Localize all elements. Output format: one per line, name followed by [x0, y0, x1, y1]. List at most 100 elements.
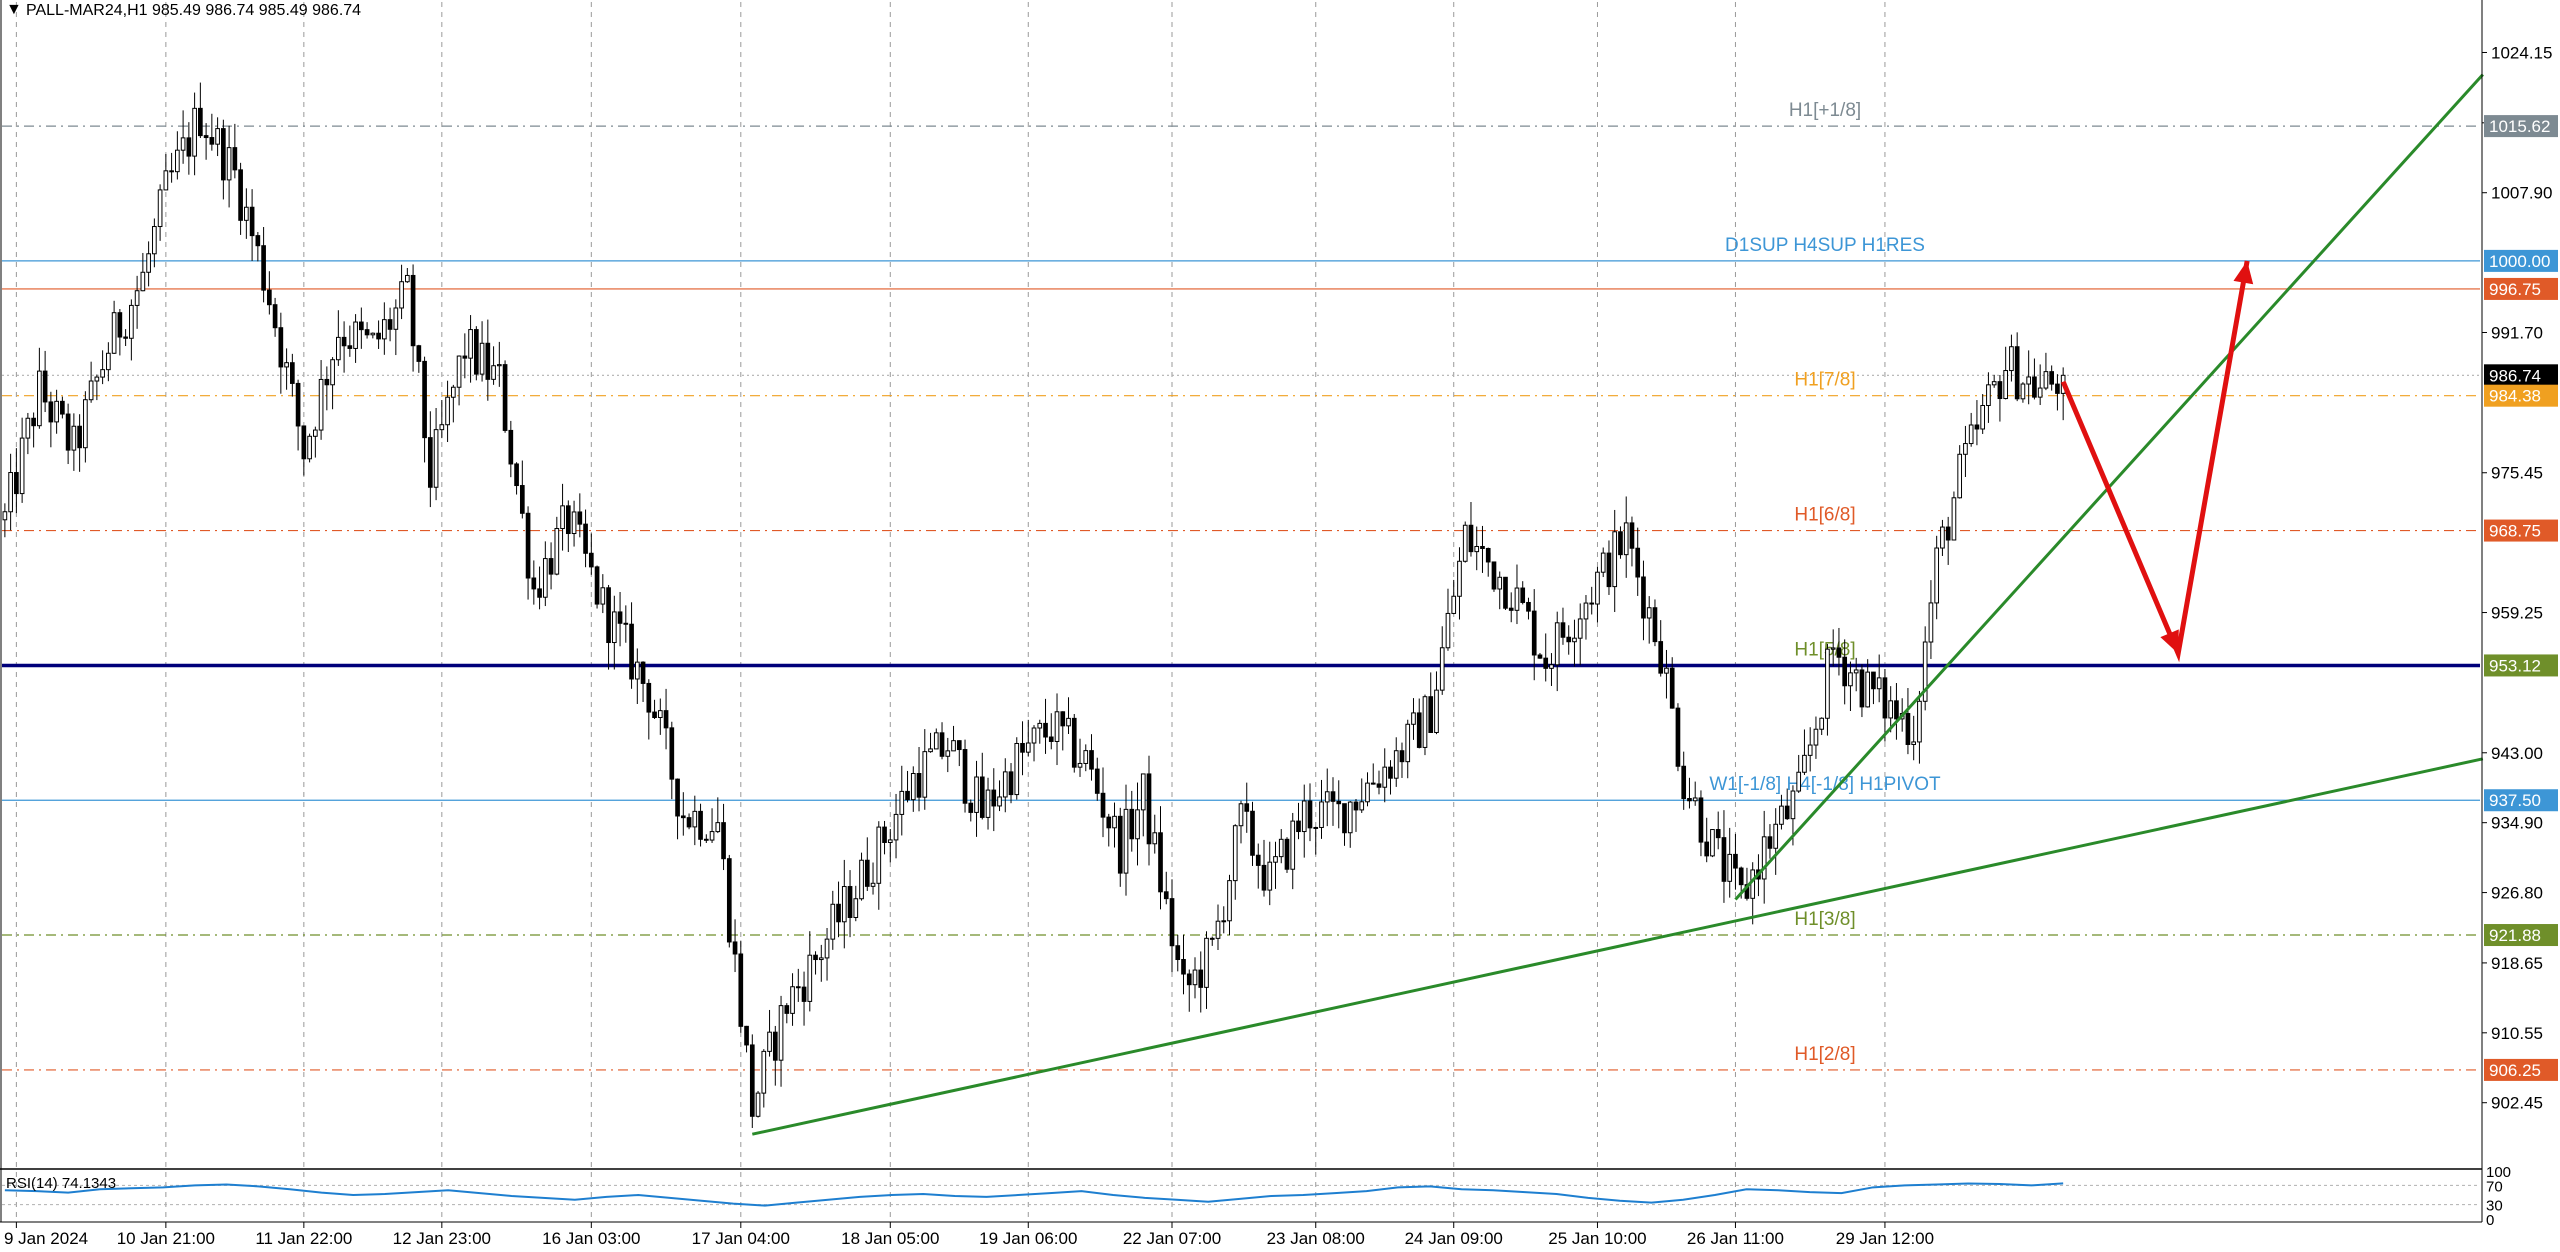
- candle-body: [192, 107, 197, 157]
- candle-body: [899, 790, 905, 815]
- candle-body: [1888, 700, 1894, 719]
- candle-body: [157, 189, 163, 228]
- candle-body: [652, 711, 657, 719]
- candle-body: [1669, 667, 1675, 709]
- candle-body: [1986, 384, 1991, 407]
- candle-body: [1284, 838, 1290, 870]
- candle-body: [893, 813, 899, 841]
- candle-body: [1905, 713, 1911, 745]
- candle-body: [1589, 602, 1595, 605]
- candle-body: [594, 566, 600, 605]
- price-tag: [2484, 115, 2558, 138]
- candle-body: [910, 773, 916, 801]
- time-tick-label: 29 Jan 12:00: [1836, 1229, 1934, 1248]
- time-tick-label: 26 Jan 11:00: [1687, 1229, 1784, 1248]
- candle-body: [583, 523, 588, 554]
- collapse-triangle-icon[interactable]: ▼: [6, 1, 22, 18]
- candle-body: [479, 342, 485, 375]
- candle-body: [330, 359, 335, 386]
- candle-body: [1807, 744, 1813, 756]
- candle-body: [1031, 727, 1037, 744]
- price-tag-label: 986.74: [2489, 366, 2541, 385]
- candle-body: [1428, 696, 1434, 733]
- arrow-up-icon: [2233, 260, 2254, 285]
- candle-body: [623, 622, 629, 625]
- candle-body: [755, 1092, 761, 1117]
- candle-body: [295, 382, 301, 427]
- candle-body: [933, 732, 939, 750]
- candle-body: [841, 886, 847, 923]
- candle-body: [738, 953, 744, 1027]
- candle-body: [1796, 771, 1802, 792]
- candle-body: [358, 321, 364, 331]
- candle-body: [410, 274, 416, 347]
- candle-body: [974, 776, 979, 813]
- candle-body: [473, 329, 479, 375]
- candle-body: [1710, 829, 1715, 857]
- candle-body: [749, 1044, 755, 1117]
- candle-body: [577, 511, 583, 525]
- candle-body: [1526, 601, 1531, 612]
- candle-body: [1865, 671, 1871, 708]
- candle-body: [1353, 801, 1359, 811]
- candle-body: [1399, 750, 1405, 763]
- candle-body: [657, 710, 663, 719]
- candle-body: [370, 332, 376, 336]
- price-tick-label: 934.90: [2491, 814, 2543, 833]
- candle-body: [1290, 820, 1296, 870]
- candle-body: [1106, 816, 1112, 829]
- candle-body: [951, 740, 956, 752]
- candle-body: [571, 511, 577, 535]
- candle-body: [2003, 370, 2009, 400]
- candle-body: [232, 147, 238, 171]
- candle-body: [629, 623, 634, 680]
- candle-body: [1359, 801, 1365, 811]
- candle-body: [1790, 790, 1796, 820]
- time-tick-label: 19 Jan 06:00: [979, 1229, 1077, 1248]
- candle-body: [1566, 636, 1572, 643]
- candle-body: [1825, 648, 1830, 719]
- candle-body: [1175, 945, 1181, 961]
- candle-body: [1273, 856, 1278, 863]
- candle-body: [1250, 810, 1255, 856]
- candle-body: [519, 485, 525, 514]
- candle-body: [761, 1050, 767, 1094]
- candle-body: [1715, 829, 1721, 839]
- rsi-level-label: 0: [2486, 1212, 2494, 1229]
- candle-body: [991, 789, 997, 807]
- price-tag: [2484, 789, 2558, 812]
- candle-body: [1963, 443, 1968, 455]
- candles: [2, 82, 2066, 1128]
- candle-body: [129, 304, 134, 339]
- candle-body: [956, 740, 962, 751]
- level-label: H1[6/8]: [1794, 505, 1855, 526]
- candle-body: [979, 776, 985, 818]
- candle-body: [1037, 722, 1043, 729]
- candle-body: [876, 826, 882, 884]
- candle-body: [790, 986, 795, 1014]
- candle-body: [1135, 809, 1140, 840]
- candle-body: [485, 342, 491, 380]
- price-tag: [2484, 519, 2558, 542]
- candle-body: [669, 727, 675, 780]
- rsi-level-label: 30: [2486, 1198, 2503, 1215]
- level-lines: H1[+1/8] D1SUP H4SUP H1RES H1[7/8] H1[6/8] H…: [2, 100, 2480, 1071]
- candle-body: [703, 838, 709, 841]
- candle-body: [1267, 861, 1273, 891]
- candle-body: [1974, 424, 1980, 430]
- candle-body: [324, 378, 330, 386]
- candle-body: [1025, 742, 1031, 753]
- candle-body: [307, 435, 312, 460]
- candle-body: [1434, 689, 1439, 733]
- candle-body: [1681, 765, 1687, 800]
- candle-body: [554, 528, 560, 575]
- candle-body: [209, 137, 215, 145]
- candle-body: [1704, 841, 1710, 857]
- time-tick-label: 25 Jan 10:00: [1548, 1229, 1646, 1248]
- candle-body: [1169, 898, 1175, 947]
- candle-body: [1112, 815, 1117, 829]
- candle-body: [1531, 610, 1537, 656]
- candle-body: [450, 386, 456, 398]
